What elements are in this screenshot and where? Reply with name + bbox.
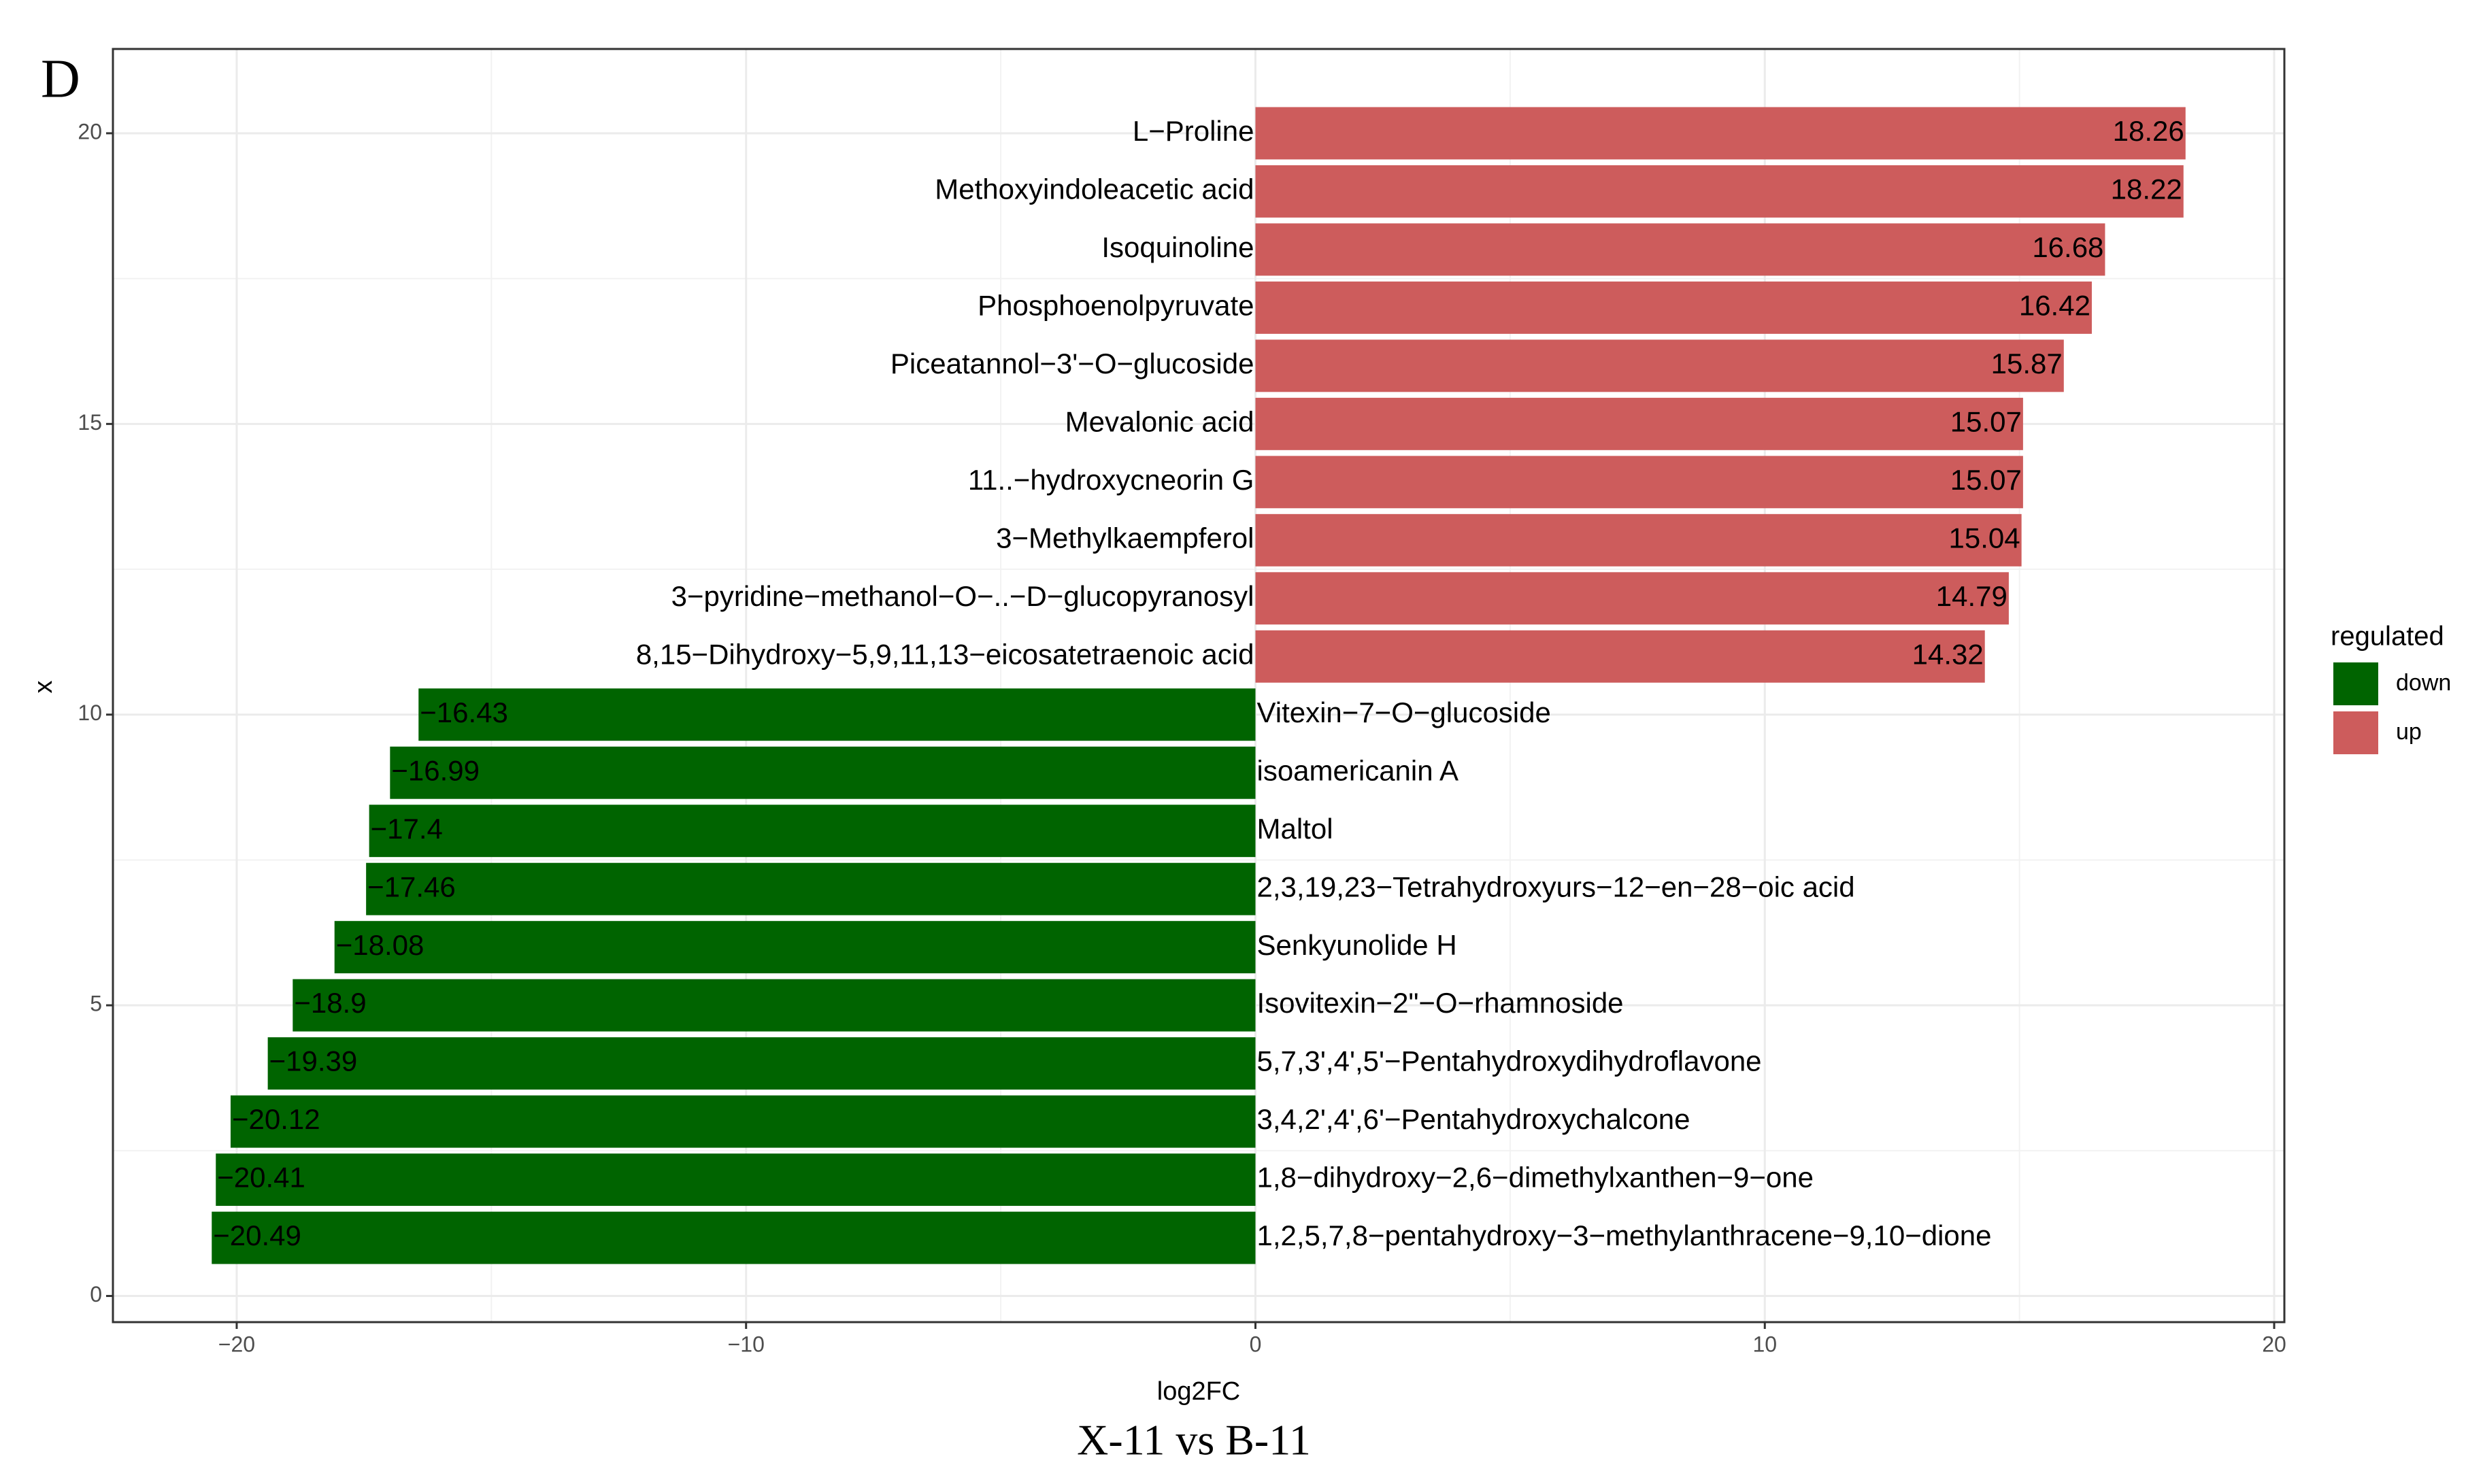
- value-label: −16.43: [420, 696, 508, 728]
- x-tick-label: 0: [1250, 1332, 1262, 1356]
- bar: [230, 1095, 1256, 1148]
- bar-name-label: 3−Methylkaempferol: [996, 522, 1254, 554]
- value-label: −17.4: [371, 813, 443, 845]
- value-label: 15.87: [1991, 348, 2063, 380]
- bar: [334, 921, 1256, 974]
- value-label: −18.08: [336, 929, 424, 961]
- bar-name-label: 3−pyridine−methanol−O−..−D−glucopyranosy…: [671, 580, 1254, 612]
- bar: [1255, 572, 2009, 625]
- y-tick-label: 10: [78, 701, 102, 725]
- value-label: −20.49: [213, 1219, 301, 1251]
- value-label: −20.12: [232, 1103, 320, 1135]
- y-tick-label: 15: [78, 410, 102, 435]
- value-label: 16.42: [2019, 289, 2090, 321]
- legend-label: up: [2396, 719, 2422, 745]
- bar: [216, 1153, 1256, 1207]
- bar-name-label: L−Proline: [1133, 115, 1254, 147]
- y-tick-label: 5: [90, 992, 102, 1016]
- value-label: 15.07: [1950, 405, 2022, 437]
- bar: [1255, 339, 2064, 392]
- bar-name-label: isoamericanin A: [1256, 754, 1458, 786]
- bar-name-label: 1,8−dihydroxy−2,6−dimethylxanthen−9−one: [1256, 1162, 1813, 1194]
- value-label: −16.99: [391, 754, 480, 786]
- legend-swatch: [2333, 711, 2378, 754]
- value-label: 14.32: [1912, 638, 1984, 670]
- bar: [369, 805, 1256, 858]
- bar: [366, 862, 1256, 915]
- bar: [1255, 223, 2105, 276]
- bar-name-label: Methoxyindoleacetic acid: [935, 173, 1254, 205]
- value-label: −19.39: [269, 1045, 358, 1077]
- bar-name-label: Phosphoenolpyruvate: [978, 289, 1254, 321]
- bar: [1255, 513, 2022, 567]
- bar: [1255, 456, 2023, 509]
- bar-name-label: Maltol: [1256, 813, 1333, 845]
- bar: [418, 688, 1256, 741]
- bar-name-label: 11..−hydroxycneorin G: [968, 464, 1254, 496]
- value-label: 15.07: [1950, 464, 2022, 496]
- value-label: 15.04: [1949, 522, 2020, 554]
- y-tick-label: 20: [78, 119, 102, 144]
- bar-name-label: 5,7,3',4',5'−Pentahydroxydihydroflavone: [1256, 1045, 1761, 1077]
- bar-name-label: Piceatannol−3'−O−glucoside: [890, 348, 1254, 380]
- bar-name-label: Senkyunolide H: [1256, 929, 1456, 961]
- value-label: 14.79: [1936, 580, 2007, 612]
- x-tick-label: −20: [218, 1332, 255, 1356]
- chart-title: X-11 vs B-11: [1077, 1416, 1311, 1464]
- bar-name-label: Vitexin−7−O−glucoside: [1256, 696, 1550, 728]
- value-label: −18.9: [294, 987, 366, 1019]
- value-label: 18.22: [2111, 173, 2182, 205]
- bar: [1255, 630, 1985, 683]
- bar: [293, 979, 1256, 1032]
- y-tick-label: 0: [90, 1282, 102, 1306]
- value-label: 16.68: [2032, 231, 2103, 263]
- value-label: −17.46: [367, 871, 456, 903]
- bar: [1255, 107, 2186, 160]
- bar-name-label: Isovitexin−2"−O−rhamnoside: [1256, 987, 1623, 1019]
- legend-swatch: [2333, 662, 2378, 705]
- bar: [212, 1211, 1256, 1264]
- bar-name-label: 8,15−Dihydroxy−5,9,11,13−eicosatetraenoi…: [636, 638, 1254, 670]
- bar-name-label: 1,2,5,7,8−pentahydroxy−3−methylanthracen…: [1256, 1219, 1991, 1251]
- bar: [1255, 281, 2092, 334]
- x-tick-label: −10: [728, 1332, 765, 1356]
- value-label: −20.41: [217, 1162, 305, 1194]
- bar: [390, 746, 1256, 799]
- bar-name-label: Isoquinoline: [1101, 231, 1254, 263]
- legend-title: regulated: [2331, 622, 2444, 652]
- panel-border: [112, 48, 2286, 1323]
- bar-name-label: Mevalonic acid: [1065, 405, 1254, 437]
- panel-label: D: [41, 49, 80, 109]
- bar-name-label: 2,3,19,23−Tetrahydroxyurs−12−en−28−oic a…: [1256, 871, 1854, 903]
- x-tick-label: 10: [1752, 1332, 1777, 1356]
- value-label: 18.26: [2113, 115, 2184, 147]
- y-axis-title: x: [29, 681, 58, 694]
- legend-label: down: [2396, 670, 2451, 696]
- bar: [1255, 165, 2184, 218]
- x-axis-title: log2FC: [1157, 1377, 1241, 1406]
- bar: [1255, 397, 2023, 450]
- bar: [267, 1037, 1256, 1090]
- bar-name-label: 3,4,2',4',6'−Pentahydroxychalcone: [1256, 1103, 1690, 1135]
- x-tick-label: 20: [2262, 1332, 2286, 1356]
